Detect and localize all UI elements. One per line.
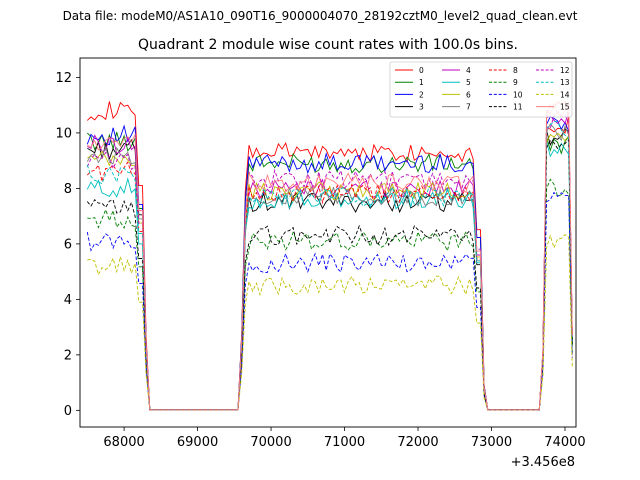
legend-label-0: 0 [419, 66, 424, 75]
legend-label-9: 9 [513, 78, 518, 87]
y-axis: 0 2 4 6 8 10 12 [55, 71, 80, 419]
x-tick-label: 72000 [397, 435, 438, 450]
y-tick-label: 12 [55, 71, 72, 86]
x-tick-label: 70000 [250, 435, 291, 450]
series-line-14 [87, 233, 573, 411]
y-tick-label: 0 [64, 404, 72, 419]
series-line-12 [86, 110, 573, 411]
chart-title: Quadrant 2 module wise count rates with … [138, 37, 518, 53]
x-tick-label: 68000 [103, 435, 144, 450]
x-tick-label: 73000 [471, 435, 512, 450]
legend-label-6: 6 [466, 90, 471, 99]
legend-label-7: 7 [466, 103, 471, 112]
legend-label-13: 13 [560, 78, 570, 87]
legend-label-11: 11 [513, 103, 523, 112]
x-axis: 68000 69000 70000 71000 72000 73000 74000 [103, 427, 586, 450]
legend-label-14: 14 [560, 90, 570, 99]
legend-label-1: 1 [419, 78, 424, 87]
legend-frame [389, 61, 573, 118]
plot-area [80, 58, 576, 427]
y-tick-label: 6 [64, 237, 72, 252]
series-line-15 [87, 101, 573, 411]
series-line-11 [86, 138, 573, 411]
x-tick-label: 69000 [177, 435, 218, 450]
chart-suptitle: Data file: modeM0/AS1A10_090T16_90000040… [63, 9, 578, 23]
x-tick-label: 71000 [324, 435, 365, 450]
y-tick-label: 8 [64, 182, 72, 197]
legend-label-3: 3 [419, 103, 424, 112]
y-tick-label: 4 [64, 293, 72, 308]
legend-label-8: 8 [513, 66, 518, 75]
plot-frame [79, 57, 577, 428]
series-layer [86, 99, 573, 411]
y-tick-label: 10 [55, 126, 72, 141]
x-offset-label: +3.456e8 [511, 455, 575, 470]
series-line-10 [86, 191, 573, 411]
legend-label-4: 4 [466, 66, 471, 75]
legend-label-15: 15 [560, 103, 570, 112]
x-tick-label: 74000 [544, 435, 585, 450]
legend-label-5: 5 [466, 78, 471, 87]
y-tick-label: 2 [64, 348, 72, 363]
legend-label-10: 10 [513, 90, 523, 99]
legend-label-12: 12 [560, 66, 570, 75]
legend-label-2: 2 [419, 90, 424, 99]
